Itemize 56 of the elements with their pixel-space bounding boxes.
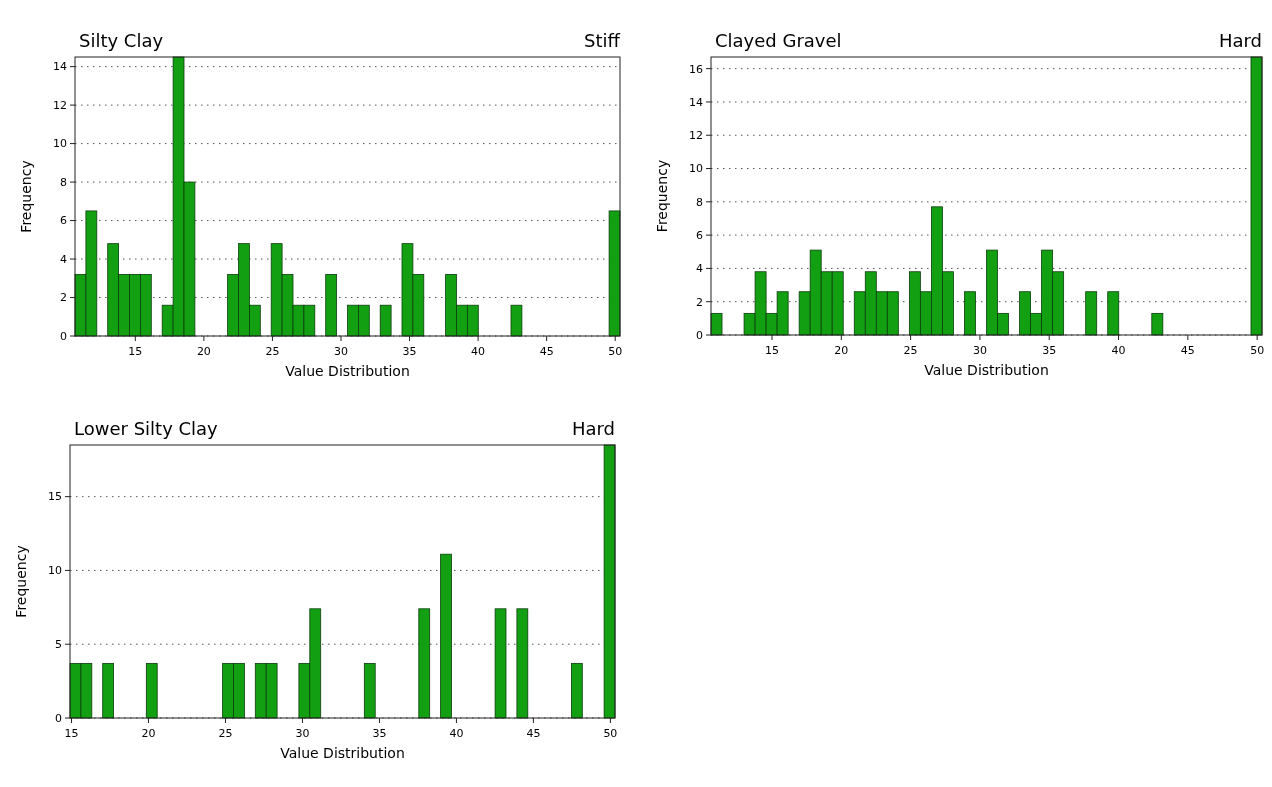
y-tick-label: 6 [696, 228, 703, 242]
y-tick-label: 0 [55, 711, 62, 725]
y-tick-label: 10 [689, 162, 703, 176]
x-tick-label: 40 [449, 727, 464, 740]
y-tick-label: 2 [60, 291, 67, 305]
y-axis-title: Frequency [654, 159, 670, 233]
chart-subtitle: Stiff [584, 30, 621, 51]
x-tick-label: 15 [764, 344, 779, 357]
x-tick-label: 35 [372, 727, 387, 740]
y-axis-title: Frequency [18, 160, 34, 233]
chart-subtitle: Hard [571, 418, 615, 439]
y-tick-label: 5 [55, 638, 62, 652]
x-tick-label: 45 [539, 345, 554, 358]
x-tick-label: 20 [834, 344, 849, 357]
y-tick-label: 0 [696, 328, 703, 342]
y-tick-label: 10 [53, 137, 67, 151]
y-tick-label: 10 [48, 564, 62, 578]
chart-title: Lower Silty Clay [74, 418, 219, 439]
x-axis-title: Value Distribution [924, 362, 1049, 378]
chart-subtitle: Hard [1218, 30, 1262, 51]
x-tick-label: 40 [471, 345, 486, 358]
chart-title: Clayed Gravel [715, 30, 842, 51]
x-tick-label: 50 [1250, 344, 1265, 357]
y-tick-label: 8 [60, 175, 67, 189]
x-tick-label: 35 [1042, 344, 1057, 357]
y-tick-label: 8 [696, 195, 703, 209]
chart-title: Silty Clay [79, 30, 164, 51]
y-tick-label: 4 [60, 252, 67, 266]
x-tick-label: 40 [1111, 344, 1126, 357]
y-tick-label: 15 [48, 490, 62, 504]
x-tick-label: 50 [608, 345, 623, 358]
x-tick-label: 20 [141, 727, 156, 740]
x-tick-label: 25 [265, 345, 280, 358]
x-tick-label: 20 [196, 345, 211, 358]
y-tick-label: 14 [689, 95, 703, 109]
y-tick-label: 6 [60, 214, 67, 228]
x-axis-title: Value Distribution [280, 745, 405, 761]
x-tick-label: 45 [1180, 344, 1195, 357]
y-tick-label: 4 [696, 262, 703, 276]
x-axis-title: Value Distribution [285, 363, 410, 379]
x-tick-label: 30 [972, 344, 987, 357]
y-tick-label: 12 [53, 98, 67, 112]
x-tick-label: 30 [295, 727, 310, 740]
y-tick-label: 12 [689, 129, 703, 143]
y-tick-label: 16 [689, 62, 703, 76]
x-tick-label: 25 [218, 727, 233, 740]
x-tick-label: 35 [402, 345, 417, 358]
y-tick-label: 14 [53, 60, 67, 74]
y-tick-label: 2 [696, 295, 703, 309]
x-tick-label: 45 [526, 727, 541, 740]
y-axis-title: Frequency [13, 545, 29, 618]
x-tick-label: 30 [333, 345, 348, 358]
x-tick-label: 15 [128, 345, 143, 358]
x-tick-label: 50 [603, 727, 618, 740]
x-tick-label: 25 [903, 344, 918, 357]
y-tick-label: 0 [60, 329, 67, 343]
